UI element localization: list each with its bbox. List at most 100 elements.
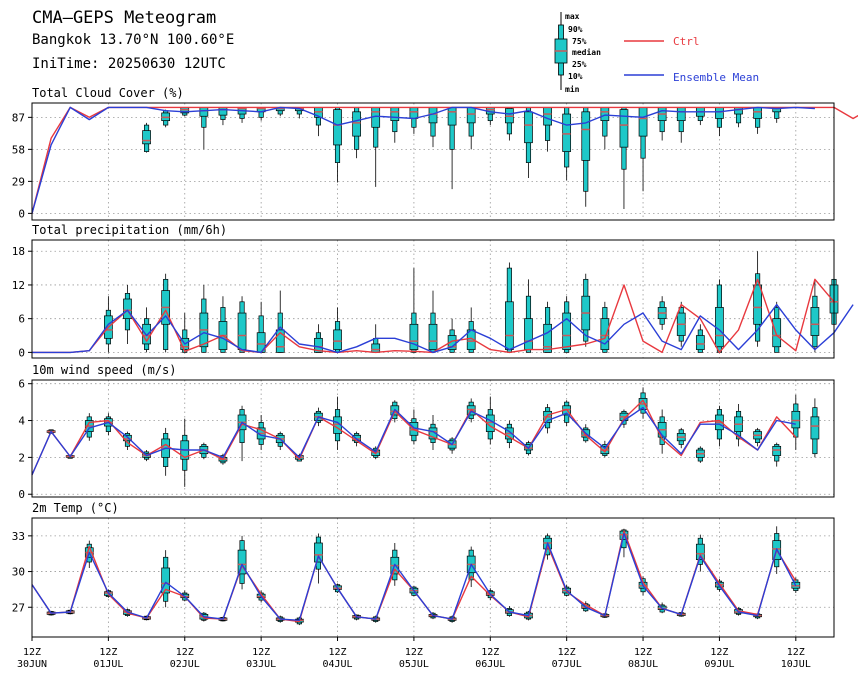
precip-box	[543, 301, 552, 353]
precip-box-inner	[333, 329, 342, 350]
temp-box	[695, 534, 705, 572]
x-tick-label-time: 12Z	[23, 647, 41, 658]
x-tick-label-date: 09JUL	[704, 659, 734, 670]
precip-panel: 0 6 12 18 Total precipitation (mm/6h)	[12, 223, 854, 359]
cloud-box-inner	[581, 111, 591, 161]
precip-box	[199, 284, 209, 353]
cloud-box	[619, 107, 629, 209]
cloud-box	[142, 122, 151, 153]
wind-box	[600, 440, 610, 458]
precip-box	[715, 279, 724, 353]
wind-box-inner	[810, 416, 820, 440]
precip-box-inner	[428, 323, 438, 350]
cloud-box-inner	[715, 107, 724, 119]
x-tick-label-time: 12Z	[787, 647, 805, 658]
precip-mean-line	[32, 303, 854, 354]
x-tick-label-time: 12Z	[328, 647, 346, 658]
precip-box-inner	[810, 307, 820, 336]
precip-box	[772, 301, 782, 353]
precip-box	[657, 296, 667, 330]
cloud-frame	[31, 102, 835, 221]
precip-box-inner	[524, 318, 533, 350]
temp-box-inner	[237, 549, 247, 575]
cloud-box-inner	[638, 107, 648, 137]
precip-box-inner	[505, 301, 514, 350]
x-tick-label-date: 04JUL	[322, 659, 352, 670]
cloud-ytick-label: 0	[18, 207, 25, 220]
temp-box-inner	[161, 567, 171, 594]
wind-box	[772, 442, 782, 467]
cloud-box	[352, 107, 361, 159]
precip-ytick-label: 18	[12, 245, 25, 258]
wind-box-inner	[428, 427, 438, 440]
cloud-box-inner	[466, 107, 476, 124]
cloud-box-inner	[543, 107, 552, 126]
cloud-box-inner	[524, 111, 533, 144]
cloud-ytick-label: 87	[12, 111, 25, 124]
wind-mean-line	[31, 406, 796, 476]
cloud-title: Total Cloud Cover (%)	[32, 86, 184, 100]
temp-box-inner	[695, 543, 705, 560]
legend-label-p25: 25%	[572, 60, 587, 69]
wind-ctrl-line	[31, 399, 797, 476]
precip-frame	[31, 239, 835, 359]
x-tick-label-time: 12Z	[481, 647, 499, 658]
precip-box-inner	[409, 323, 419, 350]
cloud-box-inner	[562, 113, 572, 152]
cloud-box-inner	[676, 107, 686, 122]
x-tick-label-time: 12Z	[634, 647, 652, 658]
cloud-box-inner	[619, 109, 629, 148]
x-tick-label-time: 12Z	[99, 647, 117, 658]
precip-box-inner	[275, 329, 285, 353]
cloud-box-inner	[447, 107, 457, 126]
cloud-box-inner	[199, 107, 209, 117]
precip-box	[333, 307, 342, 353]
legend-label-p10: 10%	[568, 72, 583, 81]
location-label: Bangkok 13.70°N 100.60°E	[32, 32, 235, 48]
x-tick-label-time: 12Z	[252, 647, 270, 658]
x-tick-label-time: 12Z	[710, 647, 728, 658]
precip-box-inner	[562, 312, 572, 350]
precip-box	[810, 279, 820, 353]
cloud-ytick-label: 58	[12, 143, 25, 156]
precip-box	[695, 324, 705, 353]
x-tick-label-time: 12Z	[558, 647, 576, 658]
cloud-box-inner	[352, 111, 361, 137]
x-tick-label-date: 06JUL	[475, 659, 505, 670]
wind-ytick-label: 4	[18, 415, 25, 428]
cloud-box	[161, 109, 171, 128]
cloud-box	[524, 107, 533, 179]
cloud-box-inner	[142, 130, 151, 145]
precip-box	[409, 268, 419, 353]
wind-box	[676, 427, 686, 449]
temp-mean-line	[31, 532, 797, 621]
wind-frame	[31, 379, 835, 498]
precip-title: Total precipitation (mm/6h)	[32, 223, 227, 237]
legend-ctrl-label: Ctrl	[673, 35, 700, 48]
precip-box-inner	[695, 335, 705, 350]
x-tick-label-date: 01JUL	[93, 659, 123, 670]
wind-box	[695, 446, 705, 463]
wind-box	[791, 394, 801, 451]
precip-ytick-label: 0	[18, 346, 25, 359]
cloud-box-inner	[218, 107, 228, 116]
legend-label-min: min	[565, 84, 580, 94]
temp-box	[237, 535, 247, 590]
temp-ytick-label: 27	[12, 601, 25, 614]
precip-box-inner	[371, 343, 381, 353]
legend-label-p90: 90%	[568, 25, 583, 34]
precip-box-inner	[753, 284, 762, 325]
precip-box-inner	[772, 318, 782, 348]
wind-box-inner	[791, 410, 801, 429]
precip-box	[428, 290, 438, 353]
cloud-box-inner	[409, 107, 419, 119]
cloud-box	[390, 107, 400, 143]
temp-ytick-label: 33	[12, 530, 25, 543]
legend-label-p75: 75%	[572, 37, 587, 46]
init-time-label: IniTime: 20250630 12UTC	[32, 56, 226, 72]
x-tick-label-date: 30JUN	[17, 659, 47, 670]
chart-title: CMA—GEPS Meteogram	[32, 8, 217, 28]
cloud-box-inner	[333, 109, 342, 146]
cloud-box-inner	[734, 107, 743, 115]
precip-box	[753, 251, 762, 347]
